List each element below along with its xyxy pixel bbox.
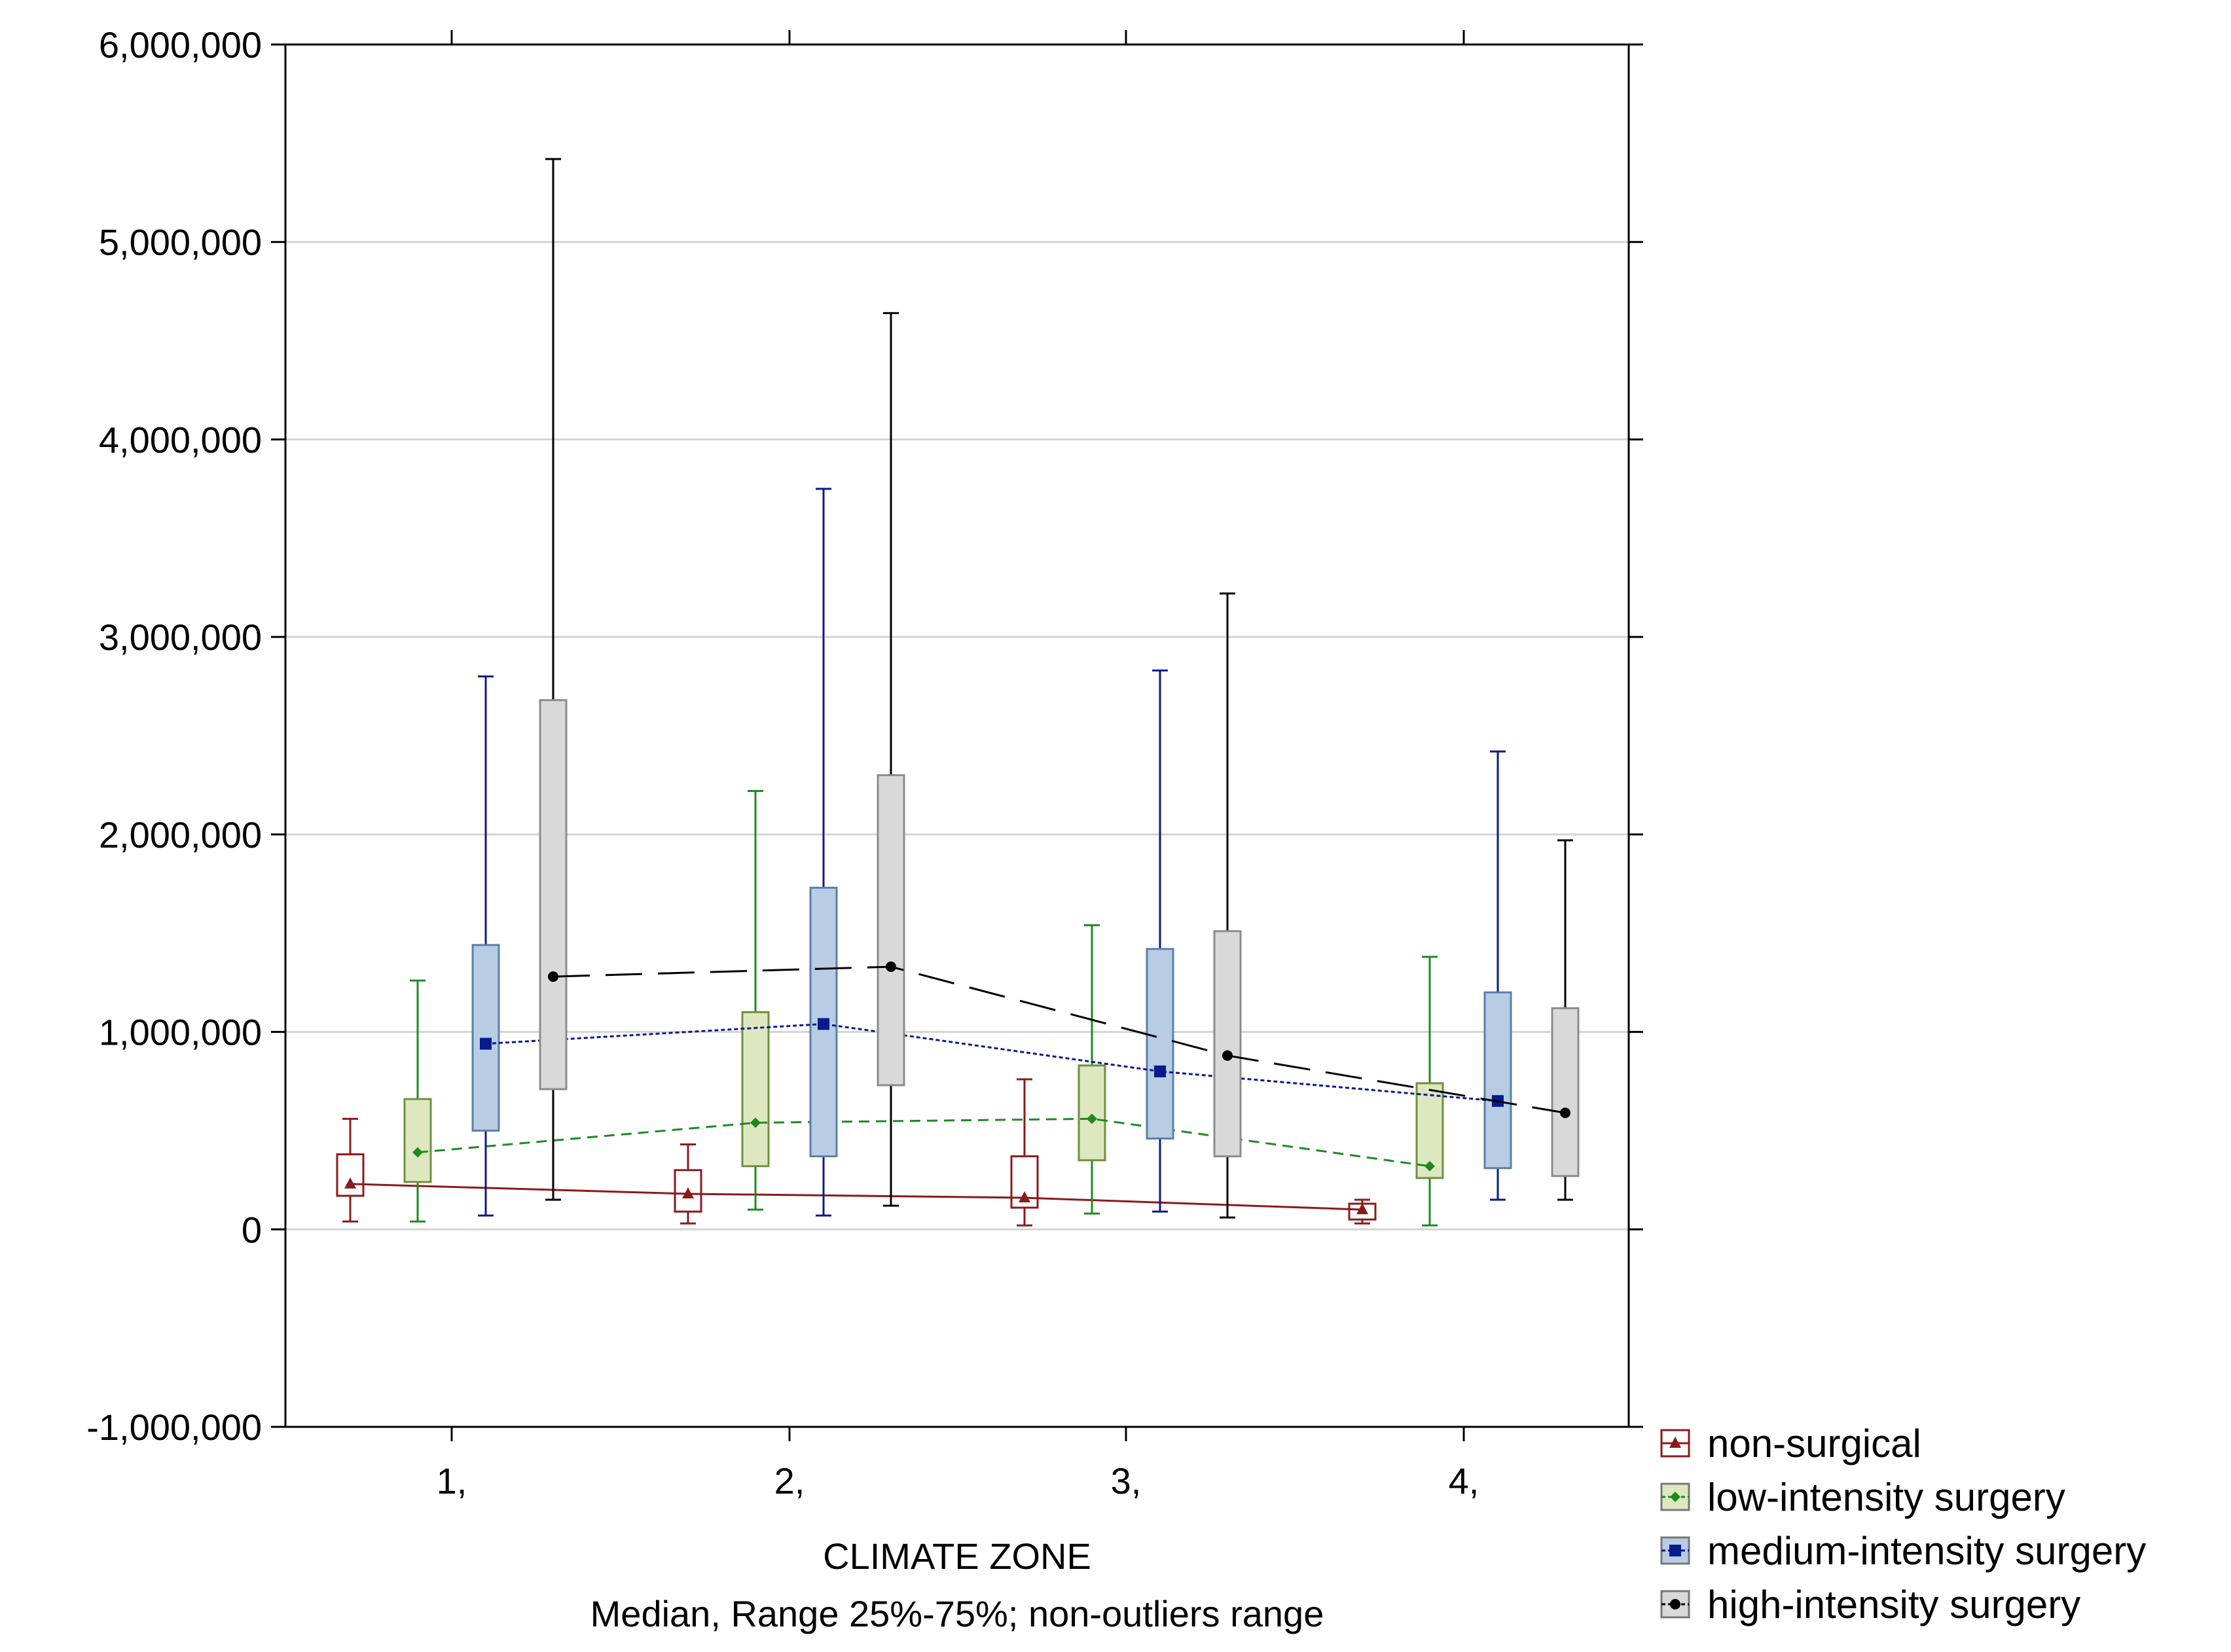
plot-area [336,158,1580,1227]
y-tick-label: -1,000,000 [86,1407,262,1448]
iqr-box [471,944,500,1132]
legend-item: low-intensity surgery [1660,1475,2065,1519]
iqr-box [403,1098,432,1183]
median-marker [1670,1599,1680,1609]
series-low-intensity-surgery [403,789,1444,1227]
median-marker [1019,1191,1030,1203]
median-marker [818,1018,829,1030]
legend-label: low-intensity surgery [1707,1475,2065,1519]
y-tick-label: 2,000,000 [99,814,262,855]
iqr-box [1146,948,1174,1140]
median-marker [1670,1492,1680,1502]
median-marker [1560,1107,1570,1119]
y-tick-label: 6,000,000 [99,24,262,65]
x-tick-label: 4, [1449,1460,1479,1501]
iqr-box [1551,1007,1580,1177]
axes: -1,000,000 0 1,000,000 2,000,000 3,000,000 4,… [86,24,1643,1501]
y-tick-label: 3,000,000 [99,617,262,658]
legend-label: non-surgical [1707,1422,1921,1465]
chart-subtitle: Median, Range 25%-75%; non-outliers rang… [590,1593,1324,1634]
median-marker [1154,1065,1166,1077]
y-tick-label: 0 [242,1209,262,1250]
median-marker [1222,1050,1233,1061]
median-marker [412,1147,423,1158]
legend-item: non-surgical [1660,1422,1921,1465]
iqr-box [741,1011,770,1168]
median-marker [480,1037,492,1050]
y-tick-label: 1,000,000 [99,1012,262,1053]
y-tick-label: 5,000,000 [99,222,262,263]
median-line [485,1022,1498,1102]
plot-frame [284,43,1630,1428]
legend-label: high-intensity surgery [1707,1583,2080,1626]
median-marker [1424,1160,1435,1172]
x-tick-label: 1, [437,1460,467,1501]
median-marker [886,961,896,973]
median-marker [750,1117,761,1128]
iqr-box [336,1153,365,1197]
median-line [350,1183,1363,1211]
median-marker [682,1187,694,1198]
iqr-box [1078,1064,1106,1162]
median-line [417,1117,1430,1168]
legend: non-surgical low-intensity surgery medium-… [1660,1422,2146,1626]
legend-item: medium-intensity surgery [1660,1529,2146,1573]
x-tick-label: 2, [774,1460,805,1501]
x-tick-label: 3, [1111,1460,1142,1501]
x-axis-title: CLIMATE ZONE [823,1535,1091,1577]
y-tick-label: 4,000,000 [99,419,262,460]
series-high-intensity-surgery [539,158,1580,1219]
median-marker [1669,1437,1681,1448]
iqr-box [877,774,905,1086]
series-medium-intensity-surgery [471,488,1512,1217]
iqr-box [1483,991,1512,1170]
median-marker [548,971,558,982]
iqr-box [539,699,568,1090]
median-marker [344,1177,356,1189]
legend-item: high-intensity surgery [1660,1583,2080,1626]
median-marker [1356,1203,1368,1215]
median-marker [1087,1113,1097,1124]
median-line [553,965,1566,1114]
series-non-surgical [336,1078,1377,1227]
legend-label: medium-intensity surgery [1707,1529,2146,1573]
median-marker [1669,1545,1681,1556]
iqr-box [1213,930,1242,1158]
